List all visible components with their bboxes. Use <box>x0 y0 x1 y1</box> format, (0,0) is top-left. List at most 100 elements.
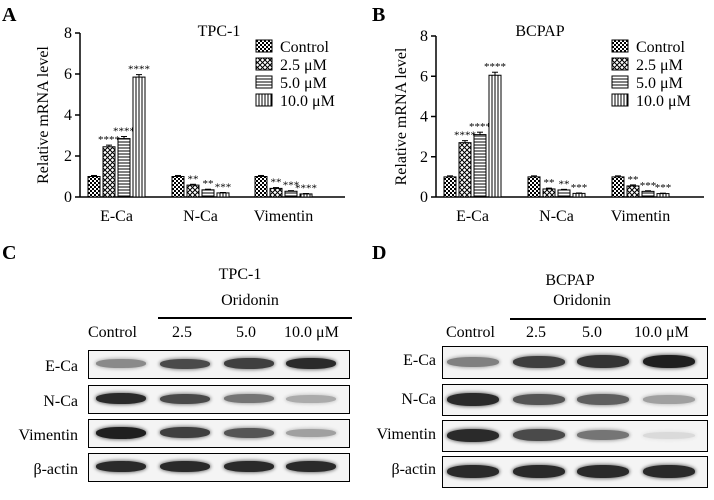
bar <box>117 138 131 198</box>
blot-band <box>447 465 499 478</box>
blot-strip-vimentin <box>442 420 708 452</box>
legend-swatch <box>255 75 273 89</box>
significance-label: **** <box>469 121 491 133</box>
y-axis-label: Relative mRNA level <box>393 47 410 185</box>
bar <box>254 176 268 198</box>
y-tick-label: 4 <box>420 109 428 126</box>
blot-band <box>160 427 210 438</box>
blot-band <box>577 394 629 405</box>
x-tick-label: Vimentin <box>254 208 313 225</box>
blot-band <box>577 465 629 478</box>
bar <box>473 134 487 198</box>
y-tick-label: 8 <box>64 25 72 42</box>
blot-strip-bactin <box>88 453 350 482</box>
significance-label: ** <box>628 174 639 186</box>
y-tick-label: 2 <box>64 148 72 165</box>
bar <box>201 189 215 198</box>
blot-band <box>224 358 274 369</box>
blot-band <box>643 465 695 478</box>
bar <box>443 176 457 198</box>
legend-swatch <box>611 57 629 71</box>
treatment-label: Oridonin <box>221 292 279 309</box>
significance-label: ** <box>188 173 199 185</box>
blot-strip-nca <box>442 384 708 416</box>
row-label-vimentin: Vimentin <box>376 426 436 443</box>
bar <box>458 142 472 198</box>
legend-label: 5.0 μM <box>636 75 683 92</box>
row-label-eca: E-Ca <box>403 352 436 369</box>
blot-band <box>286 358 336 369</box>
bar <box>269 187 283 198</box>
y-tick-label: 6 <box>64 66 72 83</box>
significance-label: **** <box>454 130 476 142</box>
panel-letter-b: B <box>372 4 386 26</box>
y-tick-label: 4 <box>64 107 72 124</box>
blot-band <box>286 395 336 403</box>
blot-band <box>224 461 274 472</box>
lane-label-2-5: 2.5 <box>172 324 192 341</box>
legend-label: 2.5 μM <box>280 57 327 74</box>
chart-title: TPC-1 <box>198 23 241 40</box>
bar <box>186 184 200 198</box>
treatment-underline <box>158 317 352 319</box>
significance-label: *** <box>283 180 300 192</box>
significance-label: **** <box>295 183 317 195</box>
significance-label: *** <box>640 180 657 192</box>
significance-label: *** <box>655 182 672 194</box>
bar <box>542 188 556 198</box>
y-tick-label: 0 <box>64 189 72 206</box>
bar <box>216 192 230 198</box>
significance-label: **** <box>113 126 135 138</box>
blot-band <box>447 429 499 442</box>
significance-label: **** <box>128 64 150 76</box>
legend-label: Control <box>636 39 685 56</box>
y-tick-label: 8 <box>420 28 428 45</box>
blot-band <box>286 461 336 472</box>
lane-label-5-0: 5.0 <box>236 324 256 341</box>
x-tick-label: E-Ca <box>456 208 489 225</box>
legend-swatch <box>611 39 629 53</box>
blot-band <box>224 428 274 438</box>
y-tick-label: 0 <box>420 189 428 206</box>
blot-band <box>513 356 565 368</box>
western-blot-tpc1: TPC-1 Oridonin Control 2.5 5.0 10.0 μM E… <box>0 262 360 500</box>
blot-band <box>96 427 146 439</box>
row-label-bactin: β-actin <box>391 461 436 478</box>
bar <box>641 190 655 198</box>
bar <box>488 74 502 198</box>
significance-label: ** <box>271 177 282 189</box>
blot-band <box>643 355 695 368</box>
row-label-bactin: β-actin <box>33 461 78 478</box>
legend-swatch <box>255 57 273 71</box>
x-tick-label: N-Ca <box>183 208 218 225</box>
panel-letter-d: D <box>372 242 387 264</box>
blot-strip-eca <box>88 350 350 379</box>
row-label-eca: E-Ca <box>45 358 78 375</box>
blot-band <box>96 359 146 368</box>
western-blot-bcpap: BCPAP Oridonin Control 2.5 5.0 10.0 μM E… <box>362 262 714 500</box>
significance-label: ** <box>203 178 214 190</box>
blot-strip-eca <box>442 346 708 379</box>
significance-label: *** <box>571 182 588 194</box>
panel-letter-c: C <box>2 242 17 264</box>
blot-band <box>96 461 146 472</box>
y-tick-label: 6 <box>420 68 428 85</box>
lane-label-control: Control <box>88 324 137 341</box>
blot-band <box>160 359 210 369</box>
x-tick-label: Vimentin <box>611 208 670 225</box>
bar <box>87 176 101 198</box>
blot-band <box>643 395 695 404</box>
bar <box>171 176 185 198</box>
legend-swatch <box>255 93 273 107</box>
treatment-underline <box>510 318 706 320</box>
y-tick-label: 2 <box>420 149 428 166</box>
treatment-label: Oridonin <box>553 292 611 309</box>
row-label-nca: N-Ca <box>401 391 436 408</box>
panel-letter-a: A <box>2 4 17 26</box>
x-tick-label: N-Ca <box>539 208 574 225</box>
lane-label-10-0: 10.0 μM <box>284 324 339 341</box>
lane-label-10-0: 10.0 μM <box>634 324 689 341</box>
significance-label: **** <box>98 134 120 146</box>
